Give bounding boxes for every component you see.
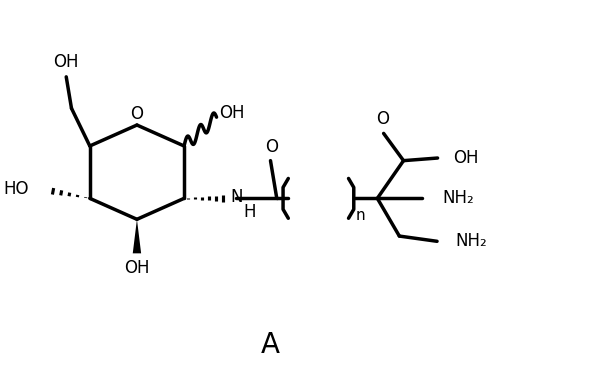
Text: n: n <box>355 208 365 223</box>
Text: H: H <box>244 203 257 221</box>
Polygon shape <box>133 219 141 253</box>
Text: A: A <box>261 331 280 359</box>
Text: OH: OH <box>124 259 150 277</box>
Text: NH₂: NH₂ <box>456 232 487 250</box>
Text: OH: OH <box>453 149 479 167</box>
Text: N: N <box>231 188 243 206</box>
Text: O: O <box>265 138 278 155</box>
Text: OH: OH <box>53 53 79 71</box>
Text: HO: HO <box>4 180 29 198</box>
Text: O: O <box>376 110 389 128</box>
Text: OH: OH <box>219 104 245 122</box>
Text: O: O <box>130 104 144 123</box>
Text: NH₂: NH₂ <box>443 189 475 207</box>
